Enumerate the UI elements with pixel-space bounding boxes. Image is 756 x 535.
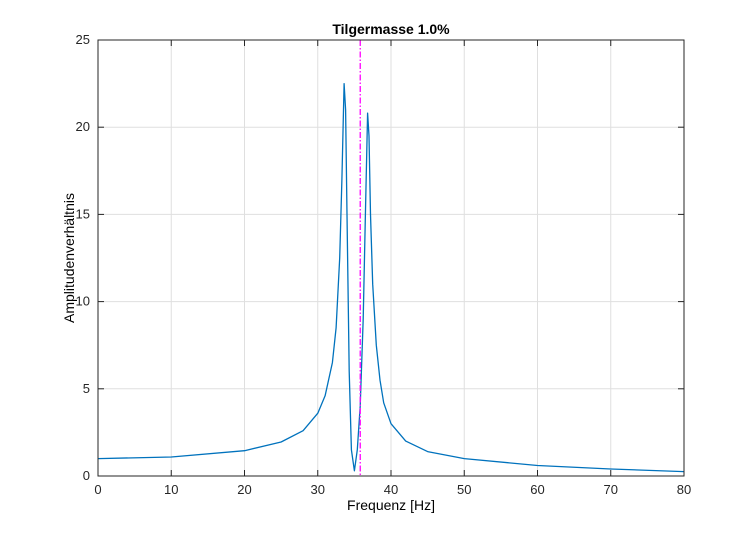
y-tick-label: 20 [76, 119, 90, 134]
x-tick-label: 20 [237, 482, 251, 497]
series-line [97, 82, 685, 473]
x-tick-label: 0 [94, 482, 101, 497]
y-tick-label: 15 [76, 206, 90, 221]
y-tick-label: 25 [76, 32, 90, 47]
x-axis-label: Frequenz [Hz] [347, 497, 435, 513]
x-tick-label: 10 [164, 482, 178, 497]
y-axis-label: Amplitudenverhältnis [61, 193, 77, 323]
x-tick-label: 30 [311, 482, 325, 497]
x-tick-labels: 0 10 20 30 40 50 60 70 80 [94, 482, 691, 497]
x-tick-label: 60 [530, 482, 544, 497]
x-tick-label: 70 [604, 482, 618, 497]
x-tick-label: 50 [457, 482, 471, 497]
chart-title: Tilgermasse 1.0% [332, 21, 450, 37]
x-tick-label: 80 [677, 482, 691, 497]
y-tick-label: 0 [83, 468, 90, 483]
y-tick-labels: 0 5 10 15 20 25 [76, 32, 90, 483]
y-tick-label: 5 [83, 381, 90, 396]
grid [97, 39, 685, 477]
y-tick-label: 10 [76, 294, 90, 309]
x-tick-label: 40 [384, 482, 398, 497]
series-layer [97, 40, 685, 476]
ticks [97, 39, 685, 477]
